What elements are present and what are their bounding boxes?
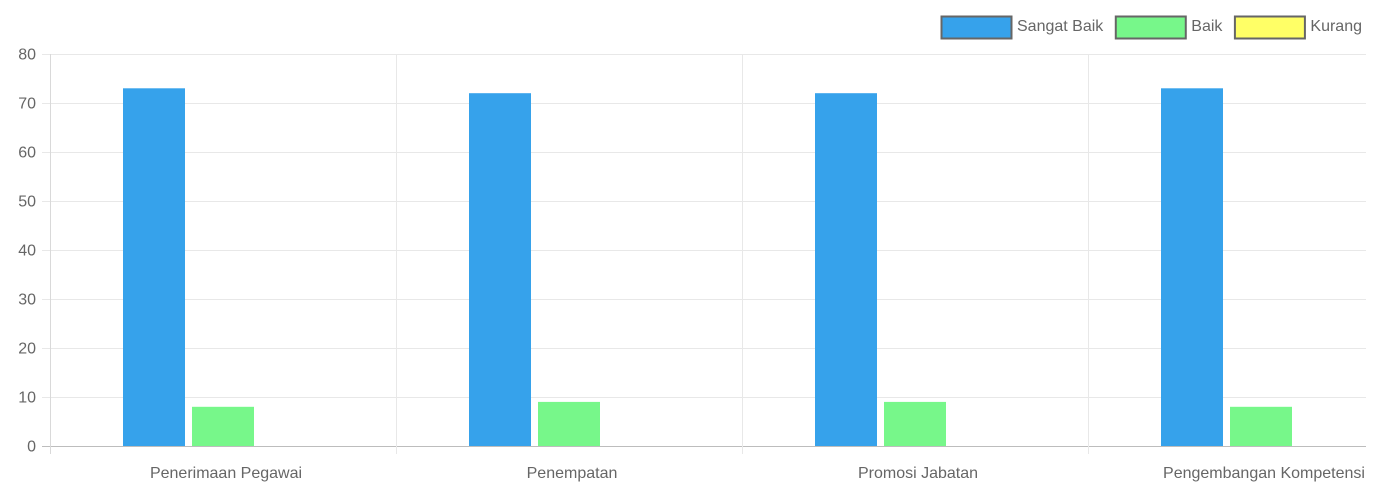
y-axis: 0 10 20 30 40 50 60 70 80 xyxy=(18,47,51,456)
legend: Sangat Baik Baik Kurang xyxy=(940,15,1362,40)
legend-label: Kurang xyxy=(1310,18,1362,35)
x-tick-label: Penempatan xyxy=(527,465,618,482)
y-tick-label: 10 xyxy=(18,390,36,407)
legend-item-kurang[interactable]: Kurang xyxy=(1233,15,1362,40)
legend-label: Baik xyxy=(1191,18,1223,35)
y-tick-label: 20 xyxy=(18,341,36,358)
y-tick-label: 70 xyxy=(18,96,36,113)
bar-sangat-baik-penempatan[interactable] xyxy=(469,93,531,446)
bar-sangat-baik-penerimaan-pegawai[interactable] xyxy=(123,88,185,447)
legend-swatch xyxy=(940,15,1013,40)
y-tick-label: 80 xyxy=(18,47,36,64)
x-axis: Penerimaan Pegawai Penempatan Promosi Jaba… xyxy=(150,465,1365,482)
legend-swatch xyxy=(1233,15,1306,40)
bars xyxy=(123,88,1292,447)
x-tick-label: Penerimaan Pegawai xyxy=(150,465,302,482)
bar-sangat-baik-promosi-jabatan[interactable] xyxy=(815,93,877,446)
bar-baik-promosi-jabatan[interactable] xyxy=(884,401,946,446)
legend-label: Sangat Baik xyxy=(1017,18,1104,35)
y-tick-label: 0 xyxy=(27,439,36,456)
legend-item-baik[interactable]: Baik xyxy=(1114,15,1224,40)
bar-baik-penempatan[interactable] xyxy=(538,401,600,446)
y-tick-label: 60 xyxy=(18,145,36,162)
x-tick-label: Promosi Jabatan xyxy=(858,465,978,482)
bar-baik-pengembangan-kompetensi[interactable] xyxy=(1230,406,1292,446)
bar-baik-penerimaan-pegawai[interactable] xyxy=(192,406,254,446)
y-tick-label: 40 xyxy=(18,243,36,260)
x-tick-label: Pengembangan Kompetensi xyxy=(1163,465,1365,482)
legend-swatch xyxy=(1114,15,1187,40)
legend-item-sangat-baik[interactable]: Sangat Baik xyxy=(940,15,1105,40)
grid-lines xyxy=(42,54,1366,454)
bar-sangat-baik-pengembangan-kompetensi[interactable] xyxy=(1161,88,1223,447)
y-tick-label: 50 xyxy=(18,194,36,211)
y-tick-label: 30 xyxy=(18,292,36,309)
